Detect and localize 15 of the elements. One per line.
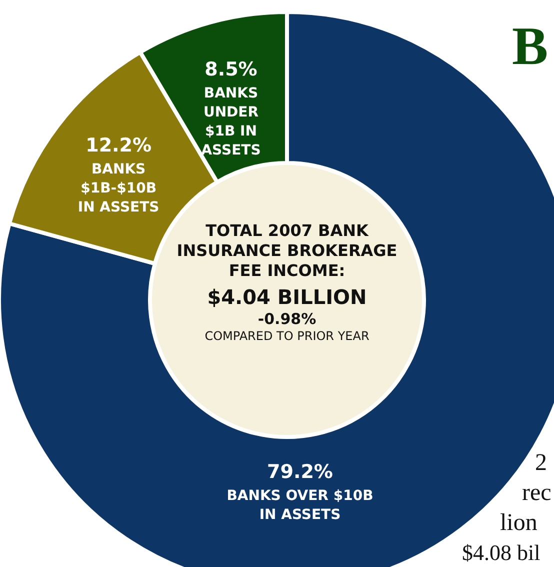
slice-label: BANKS OVER $10B IN ASSETS	[226, 488, 374, 523]
data-label: 8.5%	[204, 58, 258, 81]
text: $4.04 BILLION	[207, 285, 367, 309]
text: -0.98%	[258, 310, 316, 328]
slice-label: BANKS UNDER $1B IN ASSETS	[201, 86, 261, 159]
text: $4.08 bil	[462, 540, 540, 565]
text: lion	[500, 510, 538, 536]
text: 2	[535, 450, 547, 476]
data-label: 79.2%	[267, 461, 333, 483]
text: B	[512, 16, 548, 76]
text: rec	[522, 480, 552, 506]
text: COMPARED TO PRIOR YEAR	[204, 329, 370, 343]
slice-label: BANKS $1B-$10B IN ASSETS	[78, 161, 160, 216]
data-label: 12.2%	[86, 134, 152, 156]
text: TOTAL 2007 BANK INSURANCE BROKERAGE FEE INCOME:	[176, 221, 398, 280]
